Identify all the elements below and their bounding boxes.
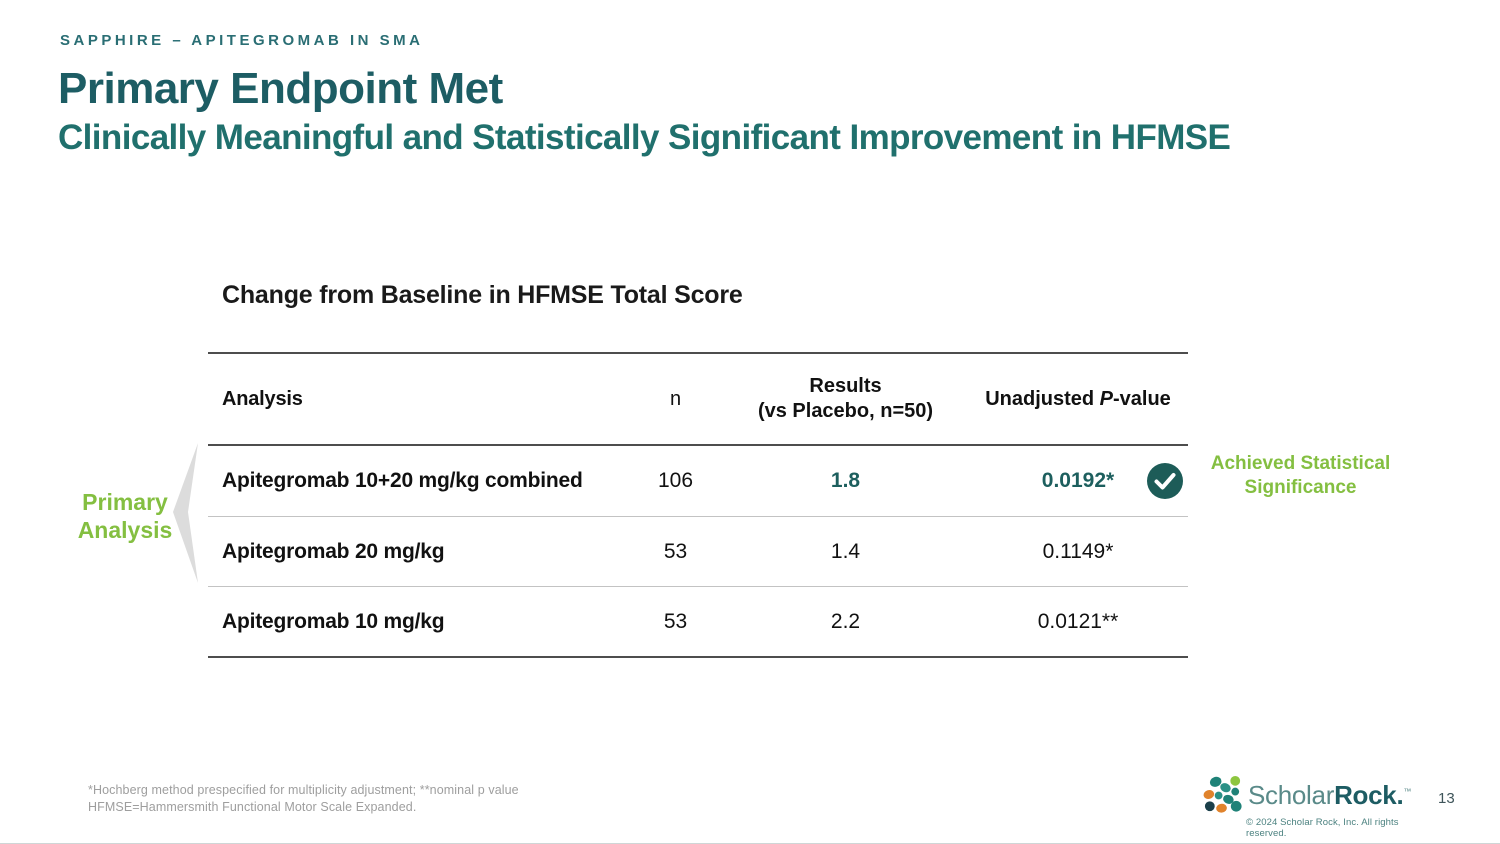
logo-scholar-word: Scholar — [1248, 780, 1335, 810]
column-header-pvalue: Unadjusted P-value — [968, 387, 1188, 412]
page-title: Primary Endpoint Met — [58, 64, 503, 113]
pvalue-header-suffix: -value — [1112, 387, 1171, 410]
analysis-cell: Apitegromab 10+20 mg/kg combined — [222, 469, 583, 492]
results-header-line2: (vs Placebo, n=50) — [757, 400, 934, 422]
check-circle-icon — [1146, 462, 1184, 500]
achieved-line1: Achieved Statistical — [1210, 453, 1391, 474]
page-number: 13 — [1438, 790, 1455, 807]
column-header-n: n — [669, 387, 682, 410]
pvalue-cell: 0.1149* — [1042, 539, 1114, 563]
primary-analysis-line1: Primary — [82, 489, 168, 515]
column-header-analysis: Analysis — [222, 387, 303, 410]
analysis-cell: Apitegromab 20 mg/kg — [222, 539, 445, 563]
result-cell: 1.8 — [830, 469, 861, 492]
results-header-line1: Results — [809, 375, 882, 397]
pvalue-cell: 0.0121** — [1037, 609, 1119, 633]
primary-analysis-line2: Analysis — [77, 517, 173, 544]
analysis-cell: Apitegromab 10 mg/kg — [222, 609, 445, 633]
results-table: Analysis n Results (vs Placebo, n=50) Un… — [208, 352, 1188, 658]
table-title: Change from Baseline in HFMSE Total Scor… — [222, 281, 743, 309]
achieved-significance-label: Achieved Statistical Significance — [1198, 452, 1403, 500]
pvalue-header-italic-p: P — [1099, 387, 1113, 410]
pvalue-cell: 0.0192* — [1041, 469, 1115, 492]
primary-analysis-label: Primary Analysis — [60, 488, 190, 545]
scholar-rock-logo-text: ScholarRock.™ — [1248, 780, 1411, 811]
result-cell: 2.2 — [830, 609, 861, 633]
logo-rock-word: Rock. — [1334, 780, 1404, 810]
scholar-rock-logo: ScholarRock.™ © 2024 Scholar Rock, Inc. … — [1202, 774, 1417, 839]
footnote: *Hochberg method prespecified for multip… — [88, 782, 519, 816]
table-row-combined: Apitegromab 10+20 mg/kg combined 106 1.8… — [208, 446, 1188, 516]
brace-chevron-shape — [173, 443, 198, 583]
page-subtitle: Clinically Meaningful and Statistically … — [58, 118, 1231, 157]
footnote-line1: *Hochberg method prespecified for multip… — [88, 783, 519, 797]
n-cell: 106 — [657, 469, 694, 492]
pvalue-header-prefix: Unadjusted — [985, 387, 1100, 410]
achieved-line2: Significance — [1244, 476, 1357, 498]
n-cell: 53 — [663, 609, 688, 633]
copyright-text: © 2024 Scholar Rock, Inc. All rights res… — [1246, 817, 1399, 839]
table-row-10mg: Apitegromab 10 mg/kg 53 2.2 0.0121** — [208, 586, 1188, 656]
logo-trademark: ™ — [1403, 787, 1412, 796]
eyebrow-label: SAPPHIRE – APITEGROMAB IN SMA — [60, 32, 424, 49]
footnote-line2: HFMSE=Hammersmith Functional Motor Scale… — [88, 799, 417, 814]
table-row-20mg: Apitegromab 20 mg/kg 53 1.4 0.1149* — [208, 516, 1188, 586]
scholar-rock-logo-mark-icon — [1203, 775, 1242, 813]
column-header-results: Results (vs Placebo, n=50) — [723, 374, 968, 424]
table-header-row: Analysis n Results (vs Placebo, n=50) Un… — [208, 354, 1188, 446]
result-cell: 1.4 — [830, 539, 861, 563]
n-cell: 53 — [663, 539, 688, 563]
